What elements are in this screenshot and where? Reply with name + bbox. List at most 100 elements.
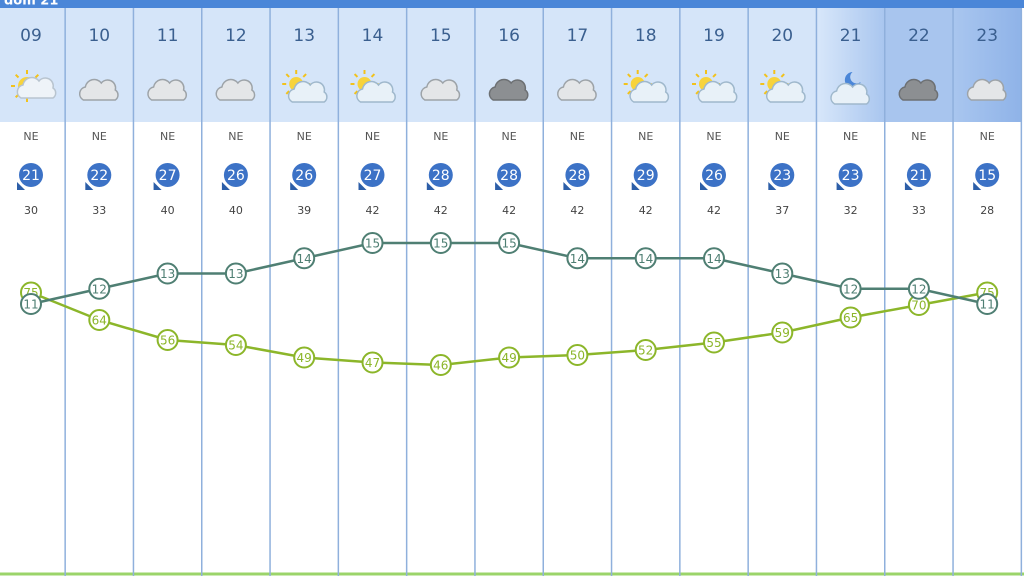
humidity-point	[498, 346, 521, 369]
temperature-point	[429, 232, 452, 254]
header-cell	[270, 8, 339, 122]
gust: 40	[229, 204, 243, 217]
wind-direction: NE	[297, 130, 312, 143]
temperature-label: 13	[160, 267, 175, 281]
gust: 32	[844, 204, 858, 217]
header-cell	[133, 8, 202, 122]
humidity-label: 56	[160, 334, 175, 348]
humidity-label: 55	[706, 336, 721, 350]
wind-arrow	[153, 182, 162, 190]
sun-ray	[34, 73, 40, 79]
hour-label: 21	[840, 26, 862, 46]
header-cell	[201, 8, 271, 122]
cloud-icon	[629, 80, 670, 103]
wind-speed: 22	[90, 168, 108, 184]
cloud-shape	[697, 80, 738, 103]
gust: 42	[707, 204, 721, 217]
cloud-shape	[830, 82, 871, 105]
wind-direction: NE	[775, 130, 790, 143]
temperature-label: 14	[570, 252, 585, 266]
humidity-point	[293, 346, 316, 369]
humidity-label: 64	[92, 314, 107, 328]
cloud-icon	[16, 76, 57, 99]
header-cell	[611, 8, 680, 122]
wind-circle	[497, 163, 522, 187]
wind-circle	[155, 163, 180, 187]
gust: 42	[366, 204, 380, 217]
humidity-label: 59	[775, 326, 790, 340]
wind-circle	[770, 163, 795, 187]
wind-arrow	[700, 182, 708, 190]
wind-circle	[223, 163, 248, 187]
wind-circle	[87, 163, 112, 187]
humidity-label: 54	[228, 339, 243, 353]
temperature-point	[20, 293, 42, 315]
wind-arrow	[85, 182, 94, 190]
wind-circle	[633, 163, 658, 187]
gust: 28	[980, 204, 994, 217]
hour-label: 20	[771, 26, 793, 46]
hour-label: 11	[157, 26, 179, 46]
temperature-label: 12	[911, 282, 926, 296]
sun-ray	[353, 90, 359, 95]
wind-circle	[838, 163, 863, 187]
cloud-icon	[488, 78, 529, 101]
sun-ray	[627, 73, 632, 78]
gust: 37	[775, 204, 789, 217]
temperature-point	[703, 247, 725, 270]
cloud-icon	[356, 80, 396, 103]
temperature-label: 14	[706, 252, 721, 266]
header-cell	[65, 8, 134, 122]
sun-ray	[285, 90, 290, 95]
cloud-icon	[215, 78, 256, 101]
header-cell	[748, 8, 817, 122]
temperature-label: 11	[23, 298, 38, 312]
wind-arrow	[426, 182, 435, 190]
temperature-point	[634, 247, 657, 270]
wind-direction: NE	[502, 130, 517, 143]
humidity-label: 49	[297, 351, 312, 365]
humidity-point	[634, 339, 657, 361]
sun-ray	[695, 73, 700, 78]
header-cell	[884, 8, 954, 122]
wind-circle	[702, 163, 726, 187]
wind-direction: NE	[980, 130, 995, 143]
wind-arrow	[973, 182, 982, 190]
cloud-shape	[147, 78, 188, 101]
temperature-label: 15	[365, 237, 380, 251]
gust: 40	[161, 204, 175, 217]
cloud-shape	[766, 80, 806, 103]
hour-label: 18	[635, 26, 657, 46]
temperature-label: 15	[433, 237, 448, 251]
humidity-point	[361, 351, 384, 374]
temperature-point	[839, 277, 862, 300]
temperature-label: 12	[843, 282, 858, 296]
cloud-icon	[79, 78, 119, 101]
hour-label: 19	[703, 26, 725, 46]
sun-ray	[285, 73, 290, 78]
temperature-point	[293, 247, 316, 270]
hour-label: 15	[430, 26, 452, 46]
cloud-icon	[420, 78, 461, 101]
cloud-icon	[966, 78, 1007, 101]
humidity-point	[224, 334, 247, 356]
sun-ray	[712, 73, 717, 78]
temperature-label: 15	[501, 237, 516, 251]
cloud-icon	[766, 80, 806, 103]
header-cell	[474, 8, 544, 122]
sun-ray	[644, 73, 649, 78]
wind-direction: NE	[92, 130, 107, 143]
wind-circle	[292, 163, 317, 187]
wind-direction: NE	[23, 130, 38, 143]
wind-speed: 23	[842, 168, 860, 184]
wind-direction: NE	[706, 130, 721, 143]
humidity-point	[839, 306, 862, 329]
hour-label: 13	[293, 26, 315, 46]
sun-ray	[302, 73, 307, 78]
wind-direction: NE	[843, 130, 858, 143]
wind-arrow	[358, 182, 367, 190]
humidity-label: 50	[570, 349, 585, 363]
cloud-icon	[697, 80, 738, 103]
wind-arrow	[904, 182, 913, 190]
hour-label: 17	[567, 26, 589, 46]
